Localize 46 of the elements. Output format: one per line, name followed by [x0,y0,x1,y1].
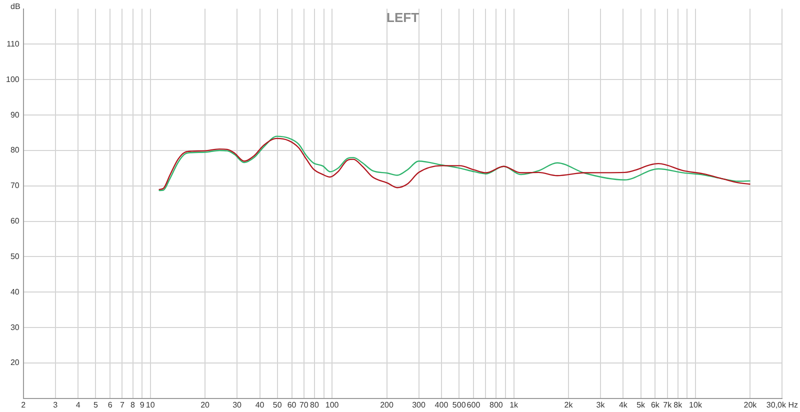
x-tick-label: 30 [232,400,242,410]
y-tick-label: 70 [10,181,20,190]
x-tick-label: 7k [663,400,673,410]
y-tick-label: 100 [6,74,20,84]
x-tick-label: 500 [452,400,466,410]
x-tick-label: 60 [287,400,297,410]
y-tick-label: 110 [6,39,20,48]
x-tick-label: 50 [272,400,282,410]
x-tick-label: 20k [744,400,758,410]
x-tick-label: 30,0k Hz [766,400,798,410]
x-tick-label: 600 [466,400,481,410]
x-tick-label: 200 [380,400,394,410]
x-tick-label: 100 [325,400,340,410]
x-tick-label: 2 [21,400,26,410]
y-tick-label: 60 [10,216,20,226]
x-tick-label: 4k [618,400,628,410]
x-tick-label: 70 [299,400,309,410]
x-tick-label: 1k [510,400,520,410]
x-tick-label: 4 [76,400,81,410]
x-tick-label: 2k [564,400,574,410]
x-tick-label: 10 [146,400,156,410]
y-tick-label: 40 [10,287,20,296]
x-tick-label: 20 [200,400,210,410]
x-tick-label: 800 [490,400,504,410]
x-tick-label: 40 [255,400,265,410]
chart-title: LEFT [386,10,420,25]
x-tick-label: 7 [120,400,125,410]
x-tick-label: 9 [140,400,145,410]
y-tick-label: 20 [10,358,20,368]
x-tick-label: 8 [130,400,136,410]
x-tick-label: 300 [412,400,426,410]
y-tick-label: 90 [10,110,20,120]
y-tick-label: 80 [10,146,20,155]
y-axis-title: dB [10,2,20,12]
x-tick-label: 8k [674,400,684,410]
x-tick-label: 80 [310,400,320,410]
y-tick-label: 30 [10,322,20,332]
x-tick-label: 400 [434,400,449,410]
y-tick-label: 50 [10,252,20,261]
x-tick-label: 6 [108,400,113,410]
x-tick-label: 5 [93,400,98,410]
x-tick-label: 5k [636,400,646,410]
x-tick-label: 6k [650,400,660,410]
x-tick-label: 10k [689,400,703,410]
x-tick-label: 3k [596,400,606,410]
x-tick-label: 3 [53,400,58,410]
